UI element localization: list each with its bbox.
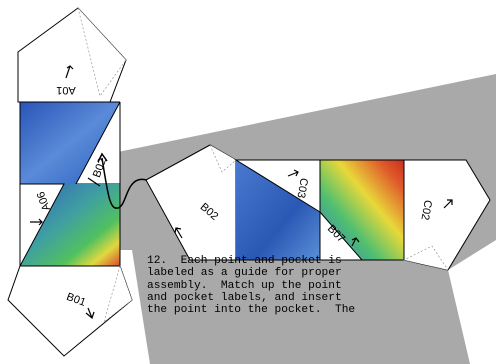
instruction-caption: 12. Each point and pocket is labeled as … bbox=[147, 255, 492, 316]
caption-line: and pocket labels, and insert bbox=[147, 291, 342, 304]
arrow-b07 bbox=[351, 237, 360, 247]
caption-line: labeled as a guide for proper bbox=[147, 267, 342, 280]
caption-line: the point into the pocket. The bbox=[147, 304, 356, 317]
tab-b02-top bbox=[209, 144, 237, 173]
tab-b01-right bbox=[103, 265, 133, 323]
arrow-b02-right bbox=[174, 227, 183, 239]
arrow-c03 bbox=[287, 169, 299, 177]
tab-c02-bottom bbox=[403, 245, 449, 271]
label-a01: A01 bbox=[56, 84, 76, 96]
arrow-b02-left bbox=[87, 177, 101, 187]
arrow-a01 bbox=[65, 65, 74, 79]
label-c03: C03 bbox=[294, 177, 309, 199]
right-pentagon bbox=[403, 159, 491, 271]
bottom-pentagon bbox=[7, 265, 133, 357]
caption-line: assembly. Match up the point bbox=[147, 279, 342, 292]
arrow-c02 bbox=[443, 199, 453, 209]
tab-a01-right bbox=[77, 7, 127, 97]
right-strip: B02 C03 B07 C02 bbox=[145, 144, 491, 271]
left-strip: A01 A06 B01 B02 bbox=[7, 7, 133, 357]
label-c02: C02 bbox=[418, 199, 433, 221]
caption-line: 12. Each point and pocket is bbox=[147, 255, 342, 267]
arrow-b01 bbox=[85, 307, 95, 320]
arrow-a06 bbox=[30, 218, 43, 226]
